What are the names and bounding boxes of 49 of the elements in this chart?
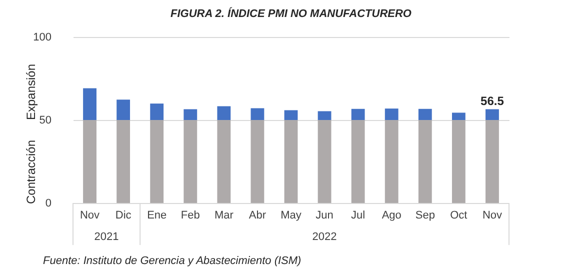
x-tick-label: Jun	[316, 210, 334, 222]
bar	[418, 108, 432, 120]
bar	[384, 108, 398, 120]
bar	[217, 120, 231, 203]
y-tick-label: 50	[39, 114, 52, 126]
bar	[150, 120, 164, 203]
bar	[116, 100, 130, 120]
x-tick-label: Nov	[80, 210, 100, 222]
bar	[351, 108, 365, 120]
bar	[452, 120, 466, 203]
bar	[318, 111, 332, 120]
source-note: Fuente: Instituto de Gerencia y Abastecimiento (ISM)	[43, 255, 302, 267]
y-tick-label: 100	[33, 32, 52, 44]
x-tick-label: Oct	[450, 210, 468, 222]
bar	[318, 120, 332, 203]
bar	[418, 120, 432, 203]
bar	[486, 120, 499, 203]
bar	[384, 120, 398, 203]
x-tick-label: Mar	[214, 210, 234, 222]
text: Expansión	[24, 64, 38, 120]
bar	[217, 106, 231, 120]
x-tick-label: Abr	[248, 210, 266, 222]
x-tick-label: Ene	[147, 210, 167, 222]
bar	[250, 120, 264, 203]
bar	[184, 109, 198, 120]
x-tick-label: Ago	[382, 210, 402, 222]
x-tick-label: Jul	[351, 210, 366, 222]
bar	[116, 120, 130, 203]
text: 2022	[312, 231, 337, 243]
bar	[184, 120, 198, 203]
bar	[351, 120, 365, 203]
x-tick-label: May	[280, 210, 302, 222]
x-tick-label: Nov	[482, 210, 503, 222]
bar	[486, 109, 499, 120]
x-tick-label: Sep	[415, 210, 435, 222]
bar	[284, 110, 298, 120]
total-label: 56.5	[480, 94, 504, 108]
text: 2021	[94, 231, 119, 243]
x-tick-label: Dic	[115, 210, 132, 222]
bar	[83, 120, 96, 203]
bar	[150, 104, 164, 120]
x-tick-label: Feb	[180, 210, 200, 222]
y-tick-label: 0	[45, 198, 52, 210]
bar	[83, 88, 96, 120]
bar	[284, 120, 298, 203]
bar	[452, 112, 466, 120]
text: Contracción	[24, 140, 38, 204]
chart-title: FIGURA 2. ÍNDICE PMI NO MANUFACTURERO	[170, 7, 412, 20]
bar	[250, 108, 264, 120]
